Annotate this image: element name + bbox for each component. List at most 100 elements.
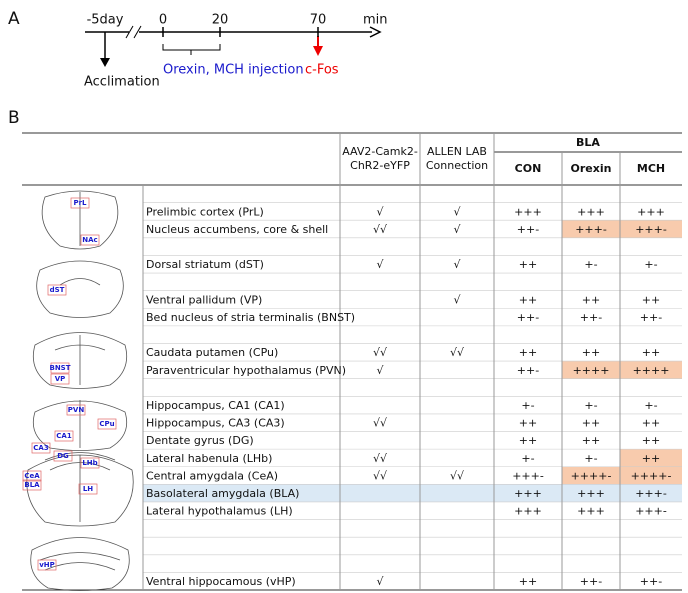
table-cell: +++: [577, 505, 605, 518]
table-cell: ++: [519, 293, 537, 306]
brain-label: DG: [57, 452, 69, 460]
region-box: [22, 479, 42, 491]
break-mark: [133, 25, 142, 39]
table-cell: +-: [584, 258, 597, 271]
region-name: Dentate gyrus (DG): [146, 434, 254, 447]
column-header: Orexin: [571, 162, 612, 175]
region-box: [50, 373, 70, 385]
table-cell: ++: [519, 258, 537, 271]
brain-label: CA1: [56, 432, 72, 440]
cell-highlight: [620, 466, 682, 485]
brain-label: LH: [83, 485, 93, 493]
region-box: [31, 442, 51, 454]
table-cell: ++-: [580, 311, 602, 324]
table-cell: ++: [519, 346, 537, 359]
table-cell: +++-: [635, 223, 667, 236]
brain-label: PVN: [68, 406, 85, 414]
column-header: CON: [515, 162, 542, 175]
table-cell: √: [453, 293, 461, 306]
table-cell: ++: [642, 452, 660, 465]
table-cell: ++: [519, 575, 537, 588]
brain-label: NAc: [82, 236, 97, 244]
column-header: MCH: [637, 162, 665, 175]
table-cell: ++++-: [631, 469, 672, 482]
region-name: Bed nucleus of stria terminalis (BNST): [146, 311, 355, 324]
table-cell: +++: [514, 505, 542, 518]
region-name: Nucleus accumbens, core & shell: [146, 223, 328, 236]
table-cell: ++-: [640, 311, 662, 324]
region-box: [54, 430, 74, 442]
region-name: Central amygdala (CeA): [146, 469, 278, 482]
brain-label: LHb: [82, 459, 97, 467]
region-box: [80, 234, 100, 246]
table-cell: √√: [373, 223, 388, 236]
table-cell: +++-: [635, 487, 667, 500]
unit-label: min: [363, 13, 388, 28]
table-cell: √: [453, 205, 461, 218]
table-cell: +++: [514, 205, 542, 218]
table-cell: ++-: [517, 364, 539, 377]
table-cell: √: [376, 575, 384, 588]
region-box: [70, 197, 90, 209]
table-cell: ++: [519, 417, 537, 430]
table-cell: ++++: [633, 364, 670, 377]
brain-sections: [26, 190, 134, 591]
region-name: Lateral habenula (LHb): [146, 452, 272, 465]
table-cell: ++-: [517, 311, 539, 324]
table-cell: √√: [373, 417, 388, 430]
table-cell: +++: [577, 205, 605, 218]
table-cell: +-: [644, 399, 657, 412]
panel-label: A: [8, 9, 20, 29]
region-box: [78, 483, 98, 495]
table-cell: ++: [642, 434, 660, 447]
table-cell: √: [376, 364, 384, 377]
table-cell: +++-: [575, 223, 607, 236]
table-cell: √√: [373, 469, 388, 482]
region-box: [80, 457, 100, 469]
region-box: [53, 450, 73, 462]
table-cell: √√: [450, 469, 465, 482]
column-header: ALLEN LAB: [427, 145, 487, 158]
acclimation-label: Acclimation: [84, 75, 160, 90]
table-cell: ++: [582, 293, 600, 306]
table-cell: +-: [644, 258, 657, 271]
tick-label: 20: [212, 13, 229, 28]
table-cell: ++-: [580, 575, 602, 588]
table-cell: √: [453, 223, 461, 236]
cell-highlight: [562, 466, 620, 485]
cfos-head: [313, 46, 323, 56]
table-cell: √√: [373, 452, 388, 465]
cell-highlight: [620, 220, 682, 238]
table-cell: +-: [584, 452, 597, 465]
table-cell: +++: [637, 205, 665, 218]
region-name: Hippocampus, CA3 (CA3): [146, 417, 285, 430]
tick-label: -5day: [87, 13, 124, 28]
timeline-arrow: [369, 26, 382, 38]
table-cell: +++: [577, 487, 605, 500]
region-name: Paraventricular hypothalamus (PVN): [146, 364, 346, 377]
table-cell: ++: [642, 417, 660, 430]
brain-label: CPu: [99, 420, 114, 428]
region-name: Lateral hypothalamus (LH): [146, 505, 293, 518]
table-cell: √: [376, 205, 384, 218]
brain-label: dST: [50, 286, 65, 294]
panel-label: B: [8, 108, 20, 128]
table-cell: +-: [521, 452, 534, 465]
cell-highlight: [620, 449, 682, 467]
table-cell: ++: [642, 293, 660, 306]
table-cell: +-: [521, 399, 534, 412]
table-cell: ++: [519, 434, 537, 447]
injection-bracket: [162, 44, 221, 55]
region-box: [37, 559, 57, 571]
table-cell: ++++-: [571, 469, 612, 482]
column-header: ChR2-eYFP: [350, 159, 410, 172]
table-cell: +++-: [635, 505, 667, 518]
break-mark: [125, 25, 134, 39]
table-cell: ++++: [573, 364, 610, 377]
table-cell: √√: [373, 346, 388, 359]
table-cell: ++-: [517, 223, 539, 236]
cell-highlight: [620, 361, 682, 379]
tick-label: 70: [310, 13, 327, 28]
break-gap: [129, 26, 139, 38]
brain-label: CeA: [24, 472, 40, 480]
